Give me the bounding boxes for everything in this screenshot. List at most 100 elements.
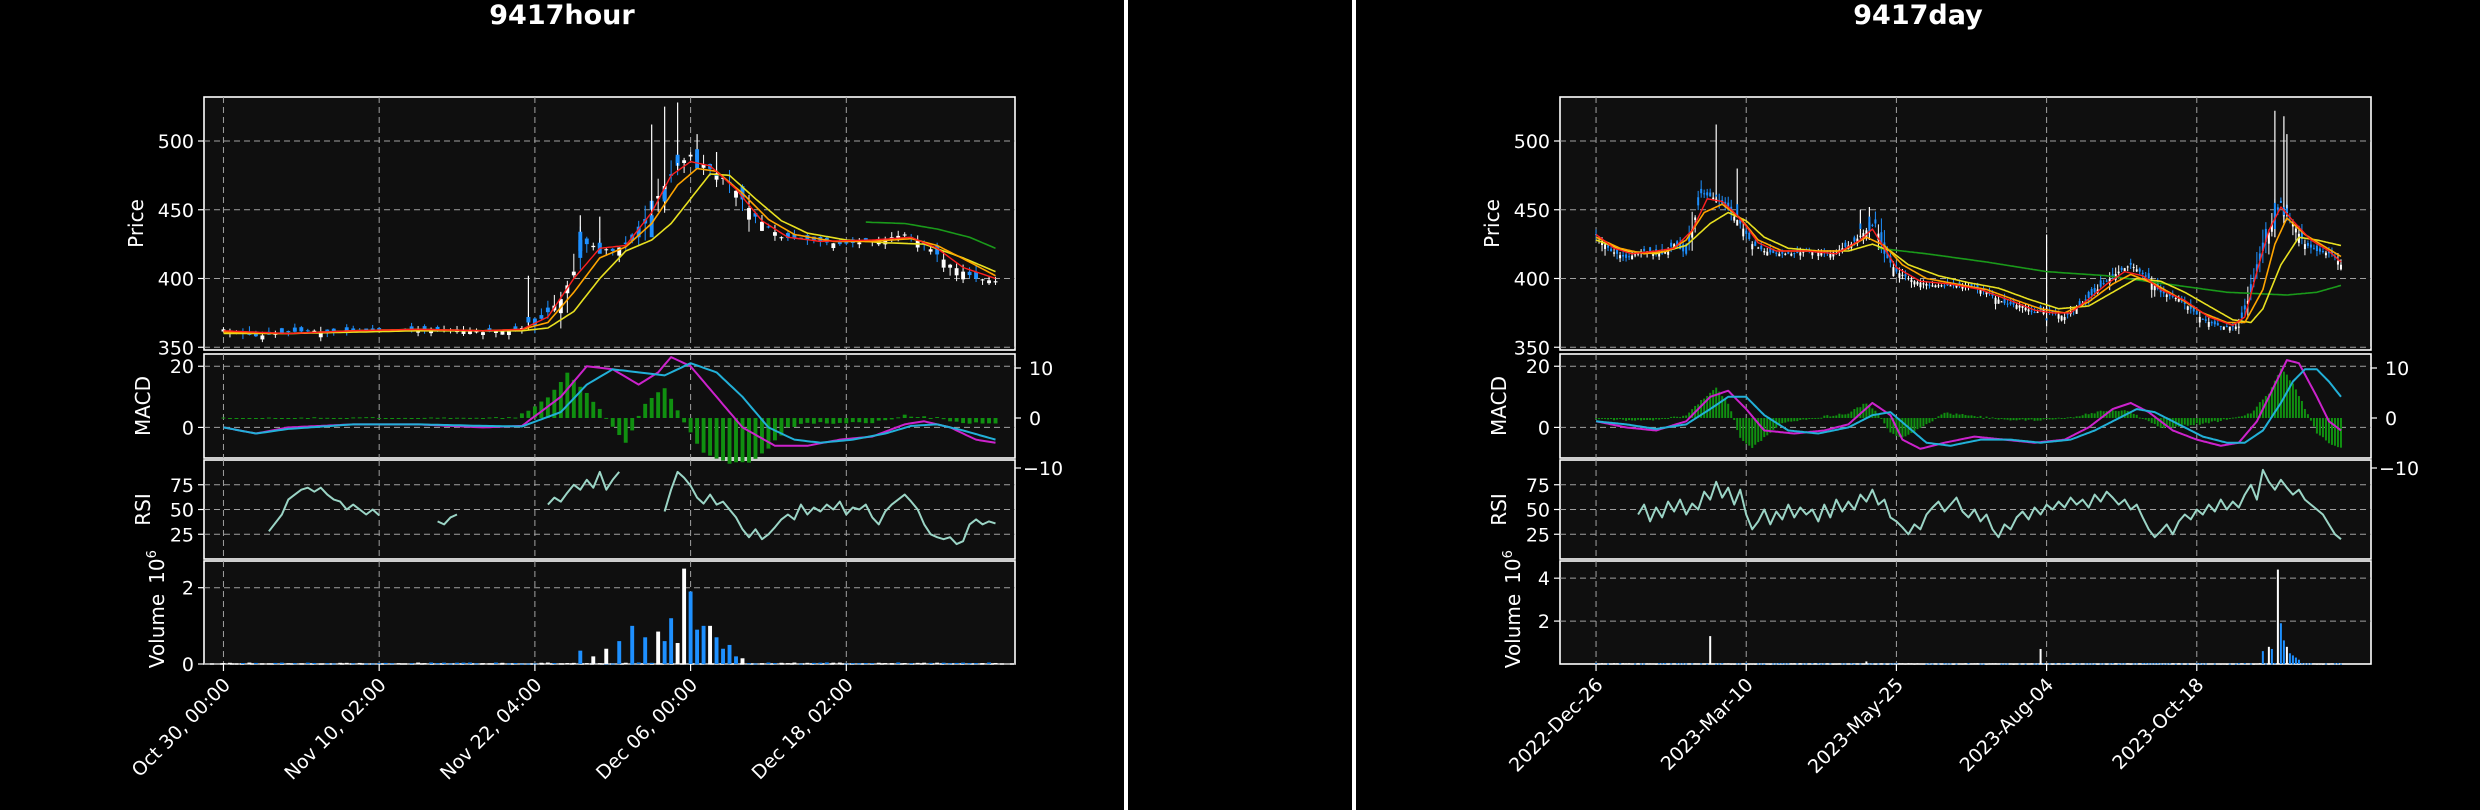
- histogram-bar: [1991, 417, 1994, 419]
- histogram-bar: [1664, 418, 1667, 419]
- chart-title: 9417day: [1853, 0, 1983, 31]
- y-tick-label-right: 0: [1029, 408, 1041, 430]
- histogram-bar: [1628, 418, 1631, 421]
- histogram-bar: [331, 418, 336, 419]
- histogram-bar: [1649, 418, 1652, 421]
- candle: [2318, 245, 2321, 255]
- volume-bar: [1727, 663, 1730, 665]
- histogram-bar: [844, 418, 849, 424]
- volume-bar: [409, 663, 414, 665]
- candle: [2147, 267, 2150, 279]
- volume-bar: [1841, 663, 1844, 665]
- candle: [1934, 284, 1937, 288]
- histogram-bar: [2015, 418, 2018, 421]
- histogram-bar: [734, 418, 738, 463]
- panel-divider-left: [1124, 0, 1128, 810]
- histogram-bar: [2090, 413, 2093, 418]
- histogram-bar: [2102, 411, 2105, 418]
- volume-bar: [519, 663, 524, 665]
- volume-bar: [506, 663, 511, 665]
- histogram-bar: [1790, 418, 1793, 422]
- volume-bar: [2084, 663, 2087, 665]
- volume-bar: [708, 625, 713, 664]
- volume-bar: [228, 662, 232, 664]
- volume-bar: [993, 662, 998, 664]
- candle: [1871, 223, 1874, 227]
- histogram-bar: [2108, 410, 2111, 418]
- candle: [2321, 248, 2324, 254]
- volume-bar: [558, 663, 563, 665]
- volume-bar: [1709, 636, 1712, 664]
- candle-body-spike: [2045, 318, 2048, 321]
- histogram-bar: [1718, 391, 1721, 418]
- y-tick-label: 50: [170, 500, 194, 522]
- volume-bar: [1985, 663, 1988, 665]
- histogram-bar: [1994, 417, 1997, 419]
- histogram-bar: [701, 418, 706, 453]
- candle: [1682, 240, 1685, 257]
- x-tick-label: 2023-Aug-04: [1956, 674, 2058, 776]
- candle: [656, 178, 661, 212]
- histogram-bar: [1637, 418, 1640, 420]
- volume-bar: [2210, 663, 2213, 665]
- histogram-bar: [2063, 418, 2066, 419]
- volume-bar: [2090, 663, 2093, 665]
- histogram-bar: [1787, 418, 1790, 422]
- y-tick-label: 20: [1526, 356, 1550, 378]
- volume-bar: [2297, 663, 2300, 665]
- histogram-bar: [1883, 418, 1886, 424]
- volume-bar: [1718, 663, 1721, 665]
- histogram-bar: [2036, 418, 2039, 421]
- volume-bar: [325, 663, 330, 665]
- histogram-bar: [2000, 418, 2003, 419]
- volume-bar: [2000, 663, 2003, 665]
- histogram-bar: [2225, 418, 2228, 420]
- candle: [2024, 303, 2027, 312]
- candle: [688, 152, 693, 161]
- candle: [2099, 275, 2102, 290]
- volume-bar: [889, 663, 894, 665]
- volume-bar: [565, 663, 570, 665]
- y-tick-label: 500: [158, 131, 194, 153]
- volume-bar: [292, 663, 297, 665]
- histogram-bar: [273, 418, 278, 419]
- volume-bar: [2327, 663, 2330, 665]
- histogram-bar: [565, 372, 570, 418]
- candle-body-spike: [526, 317, 531, 323]
- histogram-bar: [837, 418, 842, 423]
- candle-body-spike: [578, 231, 583, 251]
- volume-bar: [1817, 663, 1820, 665]
- volume-bar: [1886, 663, 1889, 665]
- volume-bar: [2294, 657, 2297, 664]
- price-axis-label: Price: [1480, 199, 1504, 248]
- volume-bar: [1619, 663, 1622, 665]
- volume-bar: [1880, 663, 1883, 665]
- histogram-bar: [714, 418, 719, 459]
- volume-bar: [338, 662, 343, 664]
- volume-bar: [818, 662, 823, 664]
- volume-bar: [1631, 663, 1634, 665]
- candle: [2219, 325, 2222, 331]
- volume-bar: [1865, 661, 1868, 664]
- histogram-bar: [1799, 418, 1802, 421]
- volume-bar: [675, 643, 680, 664]
- y-tick-label: 2: [1538, 611, 1550, 633]
- candle: [2303, 239, 2306, 256]
- histogram-bar: [1979, 415, 1982, 418]
- histogram-bar: [2003, 418, 2006, 420]
- histogram-bar: [1634, 418, 1637, 421]
- volume-bar: [1652, 663, 1655, 665]
- volume-bar: [1793, 663, 1796, 665]
- histogram-bar: [1853, 408, 1856, 418]
- volume-bar: [2228, 663, 2231, 665]
- histogram-bar: [2315, 418, 2318, 434]
- volume-bar: [305, 662, 310, 664]
- histogram-bar: [370, 417, 375, 419]
- volume-bar: [1784, 663, 1787, 665]
- candle: [2195, 310, 2198, 315]
- y-tick-label: 450: [158, 200, 194, 222]
- candle: [2336, 253, 2339, 270]
- candle: [2126, 265, 2129, 272]
- candle: [481, 330, 485, 340]
- histogram-bar: [2264, 396, 2267, 418]
